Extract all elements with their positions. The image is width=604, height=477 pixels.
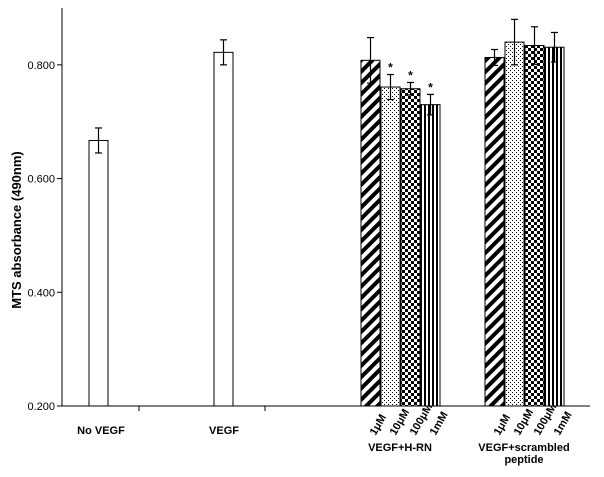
bar — [544, 46, 565, 407]
y-tick-label: 0.400 — [27, 287, 55, 299]
bar — [88, 139, 109, 407]
bar — [380, 86, 401, 407]
category-label: VEGF — [209, 425, 239, 437]
significance-marker: * — [428, 80, 433, 94]
bar — [484, 56, 505, 407]
y-tick-label: 0.200 — [27, 401, 55, 413]
category-label: peptide — [504, 454, 543, 466]
x-tick-label: 1μM — [368, 412, 389, 437]
y-tick-label: 0.800 — [27, 60, 55, 72]
category-label: No VEGF — [77, 425, 125, 437]
x-tick-label: 1μM — [492, 412, 513, 437]
bar — [504, 41, 525, 407]
significance-marker: * — [408, 68, 413, 82]
y-tick-label: 0.600 — [27, 174, 55, 186]
y-axis-title: MTS absorbance (490nm) — [9, 151, 24, 309]
bar — [420, 104, 441, 407]
category-label: VEGF+scrambled — [478, 442, 569, 454]
bar — [213, 51, 234, 407]
bar — [360, 59, 381, 407]
category-label: VEGF+H-RN — [368, 442, 432, 454]
significance-marker: * — [388, 61, 393, 75]
bar — [524, 45, 545, 407]
bar — [400, 88, 421, 407]
